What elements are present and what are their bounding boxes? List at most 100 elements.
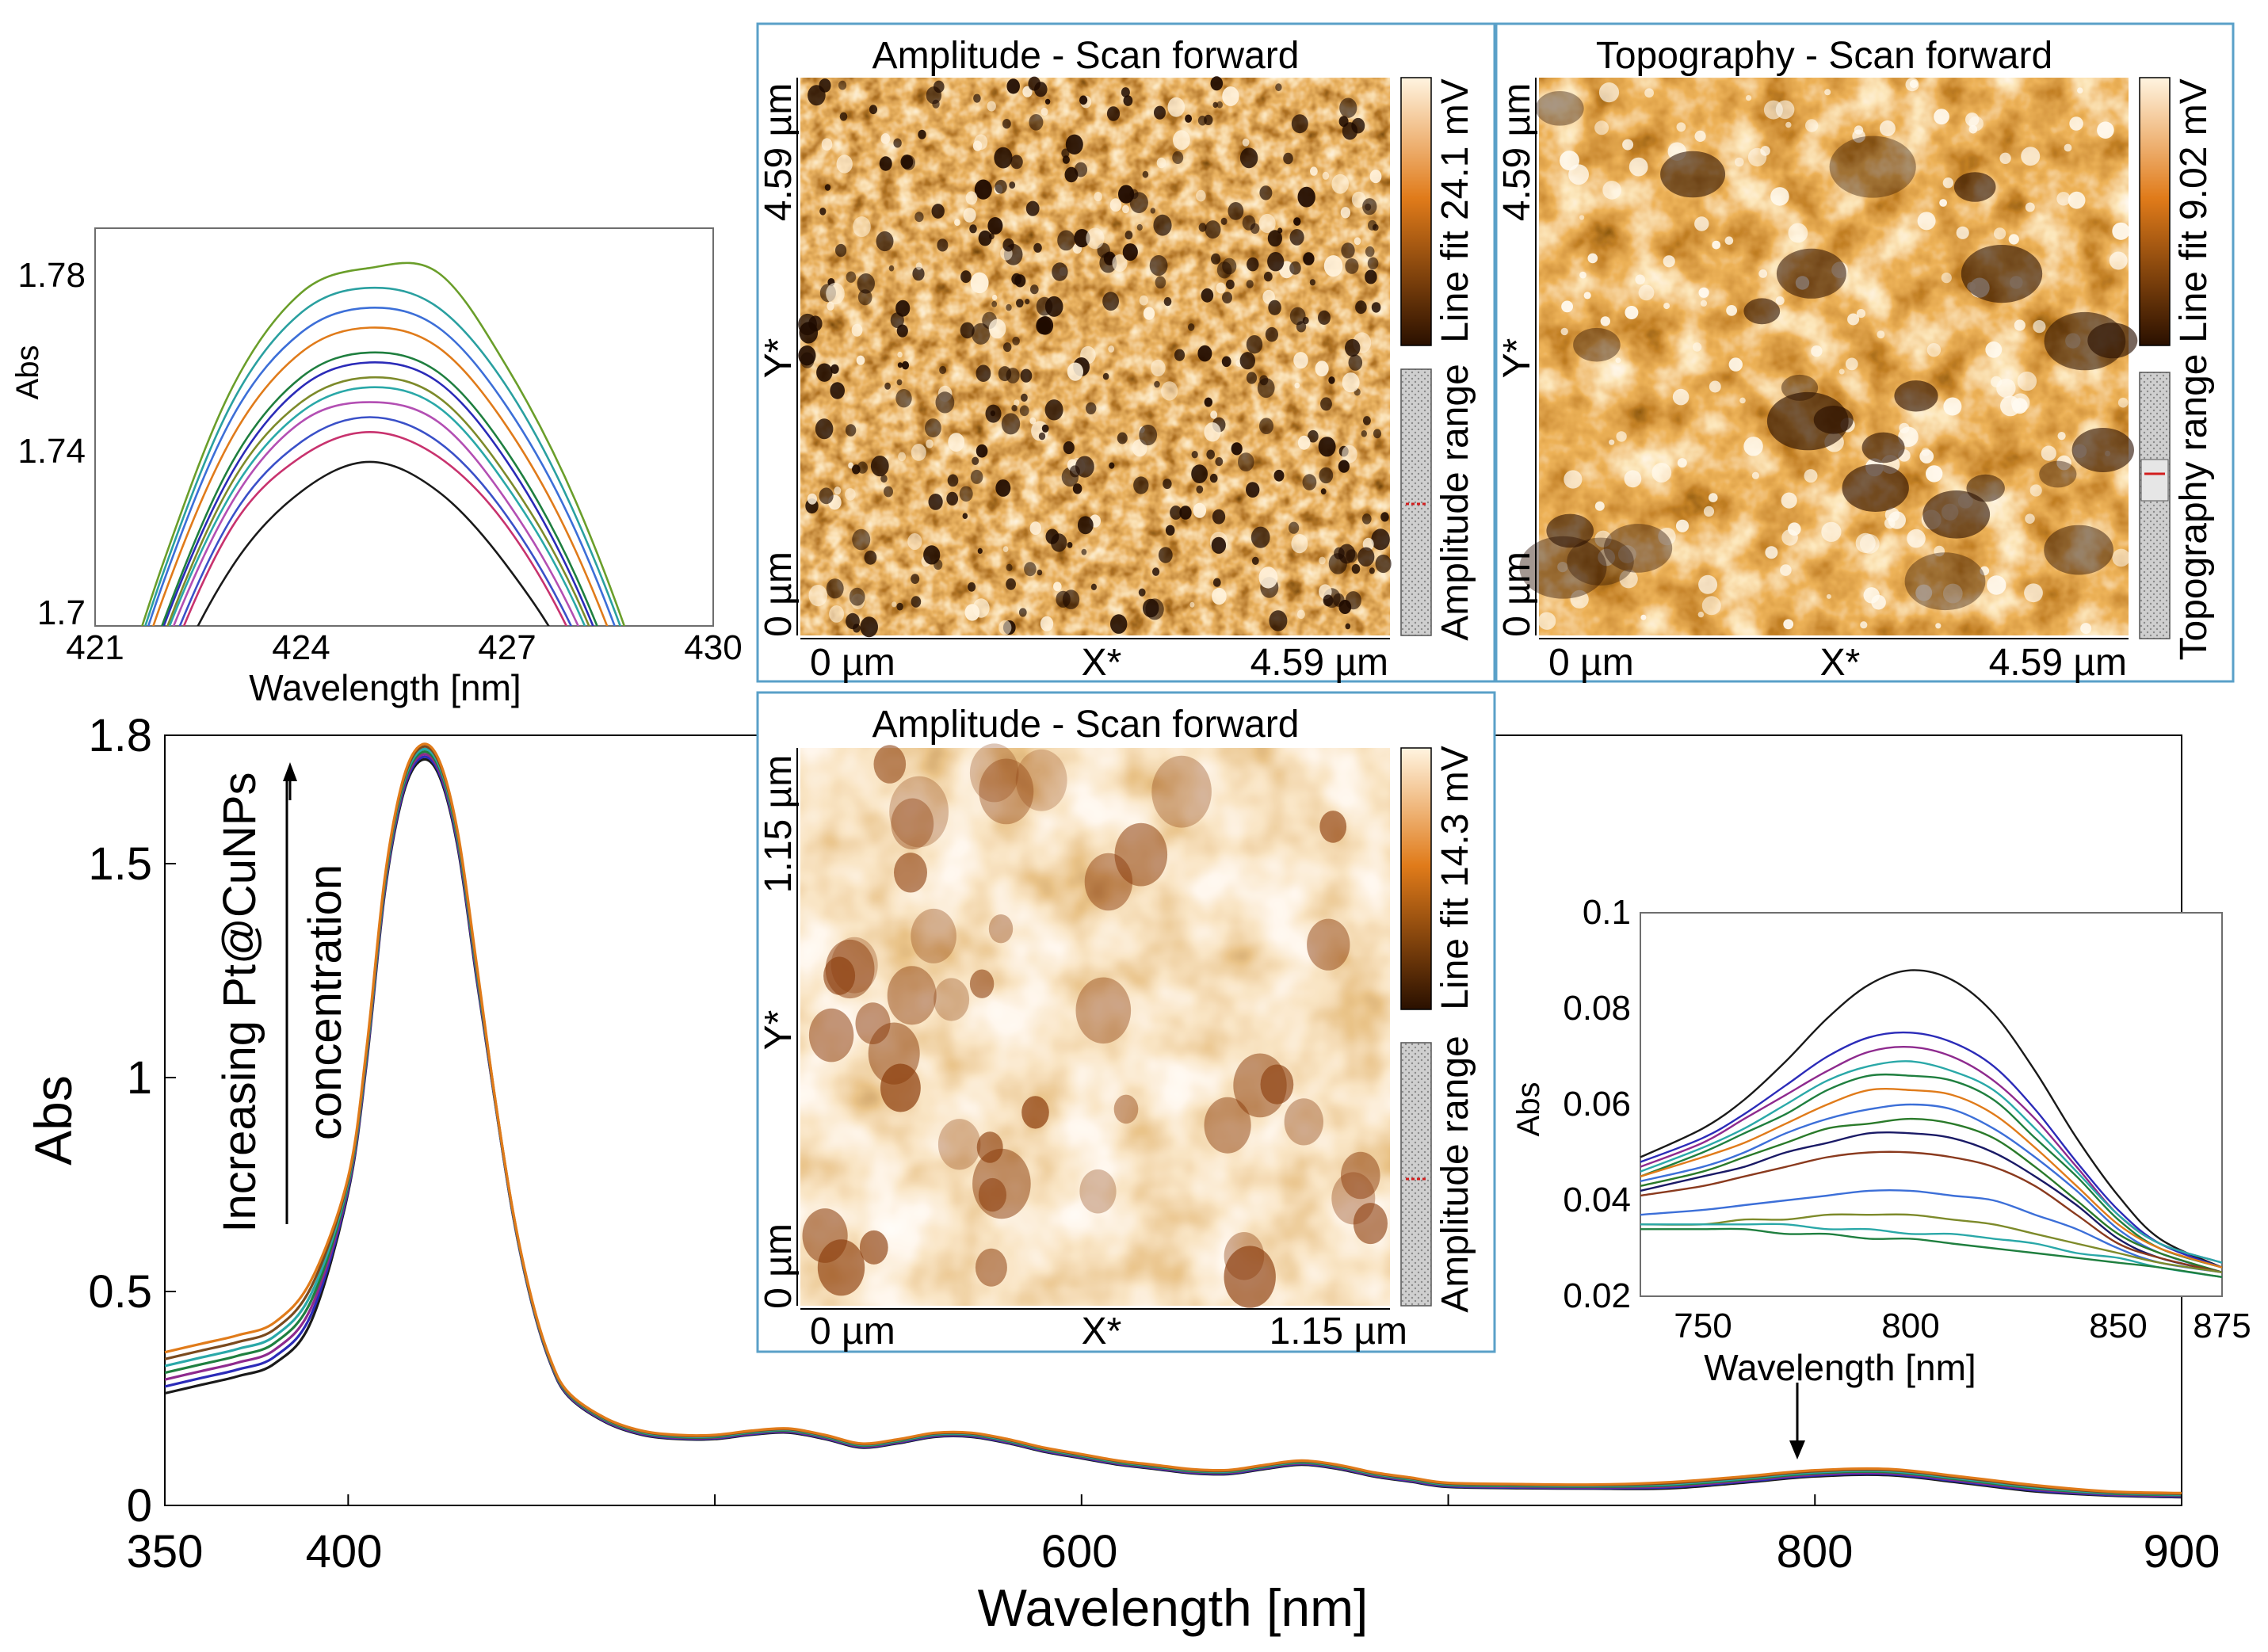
afm-grain — [859, 1230, 888, 1265]
afm-pit — [853, 624, 861, 633]
inset-top-series-line-c10 — [147, 306, 617, 626]
afm-pit — [1210, 76, 1224, 91]
afm-panel-1-colorbar — [1400, 77, 1432, 346]
afm-bright-spot — [1587, 253, 1598, 264]
inset-top-x-axis-label: Wavelength [nm] — [249, 667, 521, 708]
afm-pit — [1211, 536, 1227, 554]
afm-pit — [1320, 488, 1327, 495]
afm-pit — [1139, 295, 1148, 306]
afm-pit — [1150, 208, 1156, 214]
afm-pit — [869, 105, 878, 115]
afm-dark-valley — [1573, 327, 1621, 362]
afm-pit — [1322, 171, 1330, 180]
afm-grain — [1224, 1246, 1276, 1308]
afm-pit — [1170, 506, 1182, 520]
afm-pit — [1361, 513, 1372, 525]
main-y-tick-1.5: 1.5 — [88, 838, 152, 890]
afm-pit — [1138, 588, 1146, 597]
afm-pit — [1268, 299, 1281, 315]
afm-pit — [1108, 345, 1115, 353]
afm-bright-spot — [1934, 109, 1949, 125]
afm-bright-spot — [2109, 251, 2128, 270]
afm-pit — [1161, 381, 1178, 401]
afm-pit — [1351, 191, 1366, 208]
afm-pit — [1246, 482, 1260, 498]
afm-pit — [1139, 424, 1158, 446]
afm-pit — [857, 273, 876, 294]
afm-pit — [1291, 534, 1308, 554]
afm-pit — [884, 382, 891, 390]
afm-bright-spot — [2056, 192, 2071, 206]
afm-bright-spot — [1926, 343, 1942, 357]
afm-pit — [1002, 119, 1011, 129]
afm-bright-spot — [2008, 234, 2019, 245]
afm-bright-spot — [2025, 513, 2035, 524]
afm-pit — [1242, 138, 1250, 147]
afm-pit — [939, 365, 947, 375]
afm-pit — [799, 322, 819, 344]
annotation-line-2: concentration — [300, 864, 351, 1140]
main-x-tick-400: 400 — [306, 1526, 383, 1578]
afm-pit — [1265, 326, 1278, 342]
afm-pit — [852, 464, 861, 475]
afm-bright-spot — [1780, 564, 1792, 576]
afm-pit — [1258, 213, 1276, 234]
afm-pit — [1129, 192, 1148, 213]
afm-pit — [1110, 614, 1128, 634]
afm-bright-spot — [1921, 447, 1930, 456]
inset-nir-zoom-chart: 750 800 850 875 0.02 0.04 0.06 0.08 0.1 … — [1511, 893, 2251, 1388]
afm-pit — [954, 219, 960, 226]
afm-pit — [1122, 243, 1138, 261]
afm-panel-2-colorbar — [2139, 77, 2171, 346]
afm-bright-spot — [1635, 274, 1645, 285]
afm-dark-valley — [1535, 91, 1584, 126]
main-spectrum-chart: 350 400 600 800 900 0 0.5 1 1.5 1.8 Wave… — [24, 710, 2220, 1637]
afm-bright-spot — [1788, 522, 1801, 536]
afm-pit — [1024, 562, 1037, 577]
afm-pit — [1319, 556, 1326, 565]
afm-grain — [1233, 1053, 1287, 1118]
afm-pit — [838, 80, 847, 90]
inset-top-frame — [94, 227, 714, 627]
afm-pit — [1041, 424, 1049, 433]
afm-pit — [1081, 548, 1087, 555]
inset-right-x-axis-label: Wavelength [nm] — [1704, 1347, 1976, 1388]
afm-grain — [1307, 918, 1350, 971]
afm-bright-spot — [1557, 562, 1568, 573]
afm-pit — [1038, 432, 1046, 441]
afm-pit — [1212, 101, 1218, 109]
afm-bright-spot — [2112, 222, 2130, 240]
afm-bright-spot — [1746, 95, 1752, 101]
afm-pit — [1167, 97, 1186, 117]
afm-pit — [988, 319, 1006, 339]
afm-pit — [1289, 261, 1301, 275]
afm-pit — [1172, 151, 1184, 164]
afm-pit — [1338, 544, 1356, 564]
afm-pit — [1205, 220, 1221, 239]
afm-pit — [845, 488, 856, 501]
afm-pit — [897, 362, 903, 368]
afm-pit — [815, 418, 834, 440]
afm-pit — [985, 404, 1002, 423]
afm-panel-3-y-bottom: 0 µm — [758, 1223, 800, 1309]
afm-bright-spot — [1941, 273, 1952, 284]
afm-pit — [1297, 186, 1315, 208]
afm-pit — [1369, 170, 1382, 184]
afm-pit — [912, 266, 925, 281]
afm-pit — [1044, 399, 1063, 421]
afm-panel-3-colorbar-label: Line fit 14.3 mV — [1434, 746, 1476, 1010]
afm-pit — [1361, 430, 1368, 437]
afm-pit — [1339, 97, 1357, 118]
afm-bright-spot — [1726, 305, 1738, 316]
inset-top-series-line-c3 — [178, 416, 573, 626]
afm-grain — [972, 1148, 1031, 1219]
afm-bright-spot — [1926, 465, 1943, 483]
inset-right-series-line-r5 — [1640, 1073, 2223, 1269]
afm-bright-spot — [2112, 548, 2130, 567]
afm-pit — [834, 486, 842, 495]
afm-bright-spot — [1775, 100, 1795, 120]
afm-bright-spot — [1781, 492, 1797, 509]
afm-pit — [1057, 230, 1075, 251]
afm-pit — [896, 379, 903, 386]
